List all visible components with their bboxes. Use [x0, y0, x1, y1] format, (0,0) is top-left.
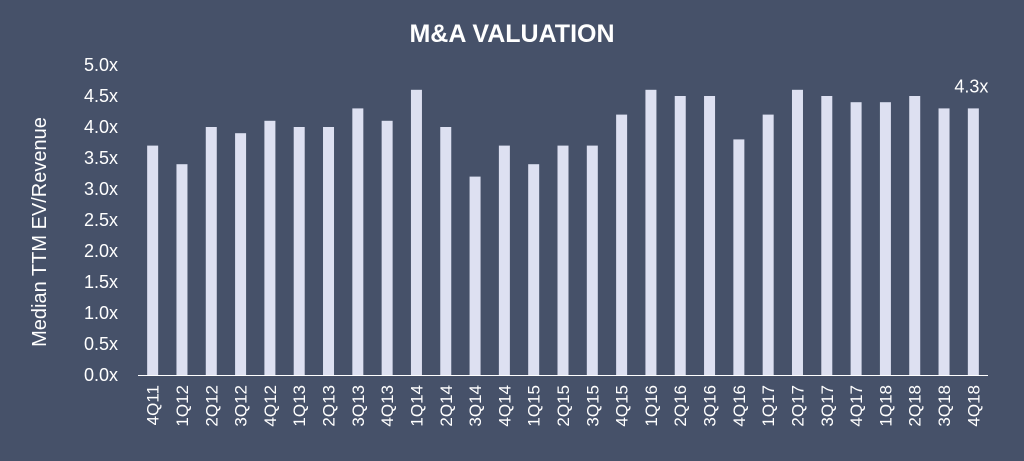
bar — [498, 145, 510, 375]
x-tick-label: 3Q13 — [349, 385, 368, 427]
bar — [176, 164, 188, 375]
y-tick-label: 5.0x — [84, 55, 118, 75]
y-tick-label: 4.0x — [84, 117, 118, 137]
y-tick-label: 2.0x — [84, 241, 118, 261]
bar — [352, 108, 364, 376]
x-tick-label: 1Q17 — [759, 385, 778, 427]
x-tick-label: 1Q14 — [407, 385, 426, 427]
x-tick-label: 3Q16 — [701, 385, 720, 427]
x-tick-label: 2Q13 — [320, 385, 339, 427]
x-tick-label: 1Q16 — [642, 385, 661, 427]
bar — [674, 96, 686, 375]
y-tick-label: 1.0x — [84, 303, 118, 323]
bar — [879, 102, 891, 375]
x-tick-label: 1Q18 — [876, 385, 895, 427]
data-labels: 4.3x — [954, 76, 988, 96]
data-label: 4.3x — [954, 76, 988, 96]
bar — [205, 127, 217, 375]
x-tick-label: 2Q18 — [906, 385, 925, 427]
bar — [704, 96, 716, 375]
y-tick-label: 4.5x — [84, 86, 118, 106]
y-tick-label: 0.0x — [84, 365, 118, 385]
bar — [586, 145, 598, 375]
bar — [557, 145, 569, 375]
x-tick-label: 2Q16 — [671, 385, 690, 427]
bar — [440, 127, 452, 375]
x-tick-label: 3Q14 — [466, 385, 485, 427]
x-tick-label: 1Q15 — [525, 385, 544, 427]
bar — [147, 145, 159, 375]
x-tick-label: 4Q13 — [378, 385, 397, 427]
bar — [850, 102, 862, 375]
y-tick-label: 1.5x — [84, 272, 118, 292]
x-tick-label: 2Q17 — [788, 385, 807, 427]
x-tick-label: 4Q12 — [261, 385, 280, 427]
x-tick-label: 3Q15 — [583, 385, 602, 427]
x-tick-label: 4Q14 — [495, 385, 514, 427]
y-axis: 0.0x 0.5x 1.0x 1.5x 2.0x 2.5x 3.0x 3.5x 4.0x 4.5x… — [84, 55, 118, 385]
bar — [762, 114, 774, 375]
y-tick-label: 3.0x — [84, 179, 118, 199]
bar — [733, 139, 745, 375]
bar-series — [147, 89, 979, 376]
bar — [645, 89, 657, 376]
bar — [909, 96, 921, 375]
y-tick-label: 2.5x — [84, 210, 118, 230]
bar — [469, 176, 481, 375]
x-tick-label: 4Q17 — [847, 385, 866, 427]
bar — [967, 108, 979, 376]
x-tick-label: 3Q12 — [232, 385, 251, 427]
bar — [938, 108, 950, 376]
bar — [293, 127, 305, 375]
chart-title: M&A VALUATION — [409, 20, 614, 48]
x-tick-label: 4Q16 — [730, 385, 749, 427]
x-tick-label: 2Q12 — [202, 385, 221, 427]
bar — [410, 89, 422, 376]
bar — [264, 120, 276, 375]
y-tick-label: 3.5x — [84, 148, 118, 168]
x-tick-label: 4Q11 — [144, 385, 163, 425]
bar — [323, 127, 335, 375]
bar — [791, 89, 803, 376]
x-tick-label: 1Q13 — [290, 385, 309, 427]
bar — [528, 164, 540, 375]
x-tick-label: 3Q17 — [818, 385, 837, 427]
y-axis-title: Median TTM EV/Revenue — [29, 117, 51, 347]
x-tick-label: 2Q14 — [437, 385, 456, 427]
y-tick-label: 0.5x — [84, 334, 118, 354]
bar — [381, 120, 393, 375]
x-tick-label: 3Q18 — [935, 385, 954, 427]
bar — [616, 114, 628, 375]
x-tick-label: 4Q18 — [964, 385, 983, 427]
bar — [235, 133, 247, 375]
x-tick-label: 4Q15 — [613, 385, 632, 427]
bar — [821, 96, 833, 375]
x-tick-label: 2Q15 — [554, 385, 573, 427]
x-axis: 4Q11 1Q12 2Q12 3Q12 4Q12 1Q13 2Q13 3Q13 4Q13 1Q14… — [144, 385, 984, 427]
x-tick-label: 1Q12 — [173, 385, 192, 427]
